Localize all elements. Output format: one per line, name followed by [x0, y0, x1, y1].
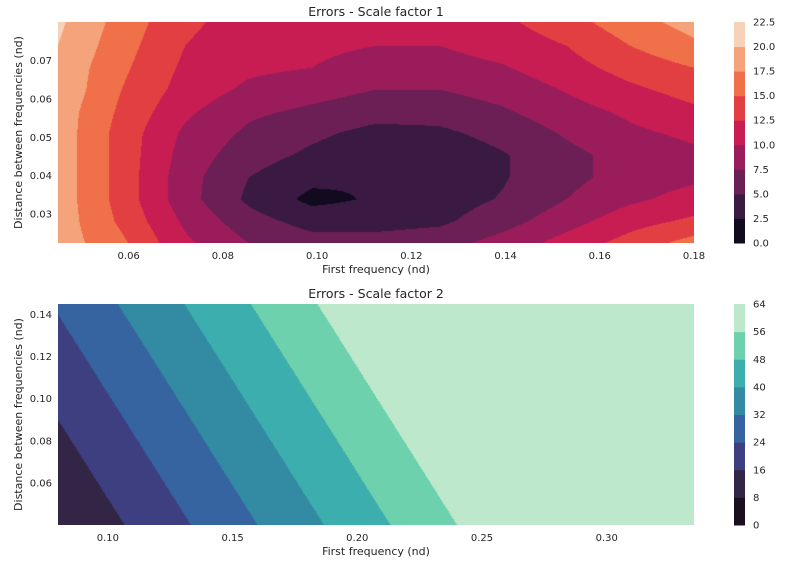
y-tick-label: 0.05 — [30, 133, 52, 144]
colorbar-swatch — [734, 46, 745, 72]
y-axis-label: Distance between frequencies (nd) — [12, 318, 25, 511]
y-tick-label: 0.10 — [30, 394, 52, 405]
x-tick-label: 0.25 — [471, 533, 493, 544]
colorbar-tick-label: 16 — [753, 465, 766, 476]
colorbar-tick-label: 48 — [753, 355, 766, 366]
y-tick-label: 0.06 — [30, 478, 52, 489]
colorbar-tick-label: 24 — [753, 438, 766, 449]
colorbar-tick-label: 22.5 — [753, 18, 775, 29]
colorbar-tick-label: 32 — [753, 410, 766, 421]
x-tick-label: 0.16 — [589, 251, 611, 262]
colorbar-tick-label: 0 — [753, 521, 759, 532]
x-tick-label: 0.10 — [97, 533, 119, 544]
colorbar-swatch — [734, 469, 745, 498]
colorbar-swatch — [734, 442, 745, 471]
x-axis-label: First frequency (nd) — [322, 545, 430, 558]
colorbar-tick-label: 12.5 — [753, 116, 775, 127]
y-tick-label: 0.08 — [30, 436, 52, 447]
x-tick-label: 0.30 — [596, 533, 618, 544]
colorbar-swatch — [734, 144, 745, 170]
colorbar: 0 8 16 24 32 40 48 56 64 — [734, 300, 766, 532]
colorbar-swatch — [734, 95, 745, 121]
colorbar-tick-label: 40 — [753, 382, 766, 393]
x-tick-label: 0.06 — [118, 251, 140, 262]
y-tick-label: 0.14 — [30, 310, 52, 321]
colorbar-tick-label: 5.0 — [753, 189, 769, 200]
y-tick-label: 0.03 — [30, 210, 52, 221]
x-tick-label: 0.14 — [494, 251, 516, 262]
chart-panel-1: Errors - Scale factor 1 0.06 0.08 0.10 0.12 0… — [12, 4, 775, 276]
colorbar-tick-label: 64 — [753, 300, 766, 311]
colorbar-tick-label: 7.5 — [753, 165, 769, 176]
colorbar-swatch — [734, 304, 745, 333]
chart-panel-2: Errors - Scale factor 2 0.10 0.15 0.20 0.25 0… — [12, 286, 766, 558]
colorbar-tick-label: 56 — [753, 327, 766, 338]
colorbar-tick-label: 15.0 — [753, 91, 775, 102]
chart-title: Errors - Scale factor 1 — [308, 4, 444, 19]
y-tick-label: 0.04 — [30, 171, 52, 182]
colorbar-swatch — [734, 169, 745, 195]
contour-fill — [58, 304, 694, 525]
x-tick-label: 0.08 — [212, 251, 234, 262]
colorbar-swatch — [734, 359, 745, 388]
colorbar-tick-label: 2.5 — [753, 214, 769, 225]
y-tick-label: 0.07 — [30, 56, 52, 67]
x-tick-label: 0.10 — [306, 251, 328, 262]
x-tick-label: 0.20 — [346, 533, 368, 544]
colorbar-swatch — [734, 497, 745, 526]
colorbar-swatch — [734, 386, 745, 415]
colorbar-tick-label: 8 — [753, 493, 759, 504]
colorbar-swatch — [734, 331, 745, 360]
x-axis-label: First frequency (nd) — [322, 263, 430, 276]
y-tick-label: 0.06 — [30, 94, 52, 105]
colorbar-swatch — [734, 71, 745, 97]
colorbar-swatch — [734, 120, 745, 146]
colorbar-swatch — [734, 218, 745, 244]
colorbar-tick-label: 17.5 — [753, 67, 775, 78]
colorbar-swatch — [734, 22, 745, 48]
colorbar-swatch — [734, 414, 745, 443]
colorbar-tick-label: 20.0 — [753, 42, 775, 53]
x-tick-label: 0.18 — [683, 251, 705, 262]
x-tick-label: 0.15 — [221, 533, 243, 544]
colorbar-swatch — [734, 193, 745, 219]
colorbar-tick-label: 10.0 — [753, 140, 775, 151]
colorbar: 0.0 2.5 5.0 7.5 10.0 12.5 15.0 17.5 20.0 22.5 — [734, 18, 775, 250]
y-axis-label: Distance between frequencies (nd) — [12, 36, 25, 229]
x-tick-label: 0.12 — [400, 251, 422, 262]
contour-fill — [58, 22, 694, 243]
y-tick-label: 0.12 — [30, 352, 52, 363]
chart-title: Errors - Scale factor 2 — [308, 286, 444, 301]
colorbar-tick-label: 0.0 — [753, 239, 769, 250]
